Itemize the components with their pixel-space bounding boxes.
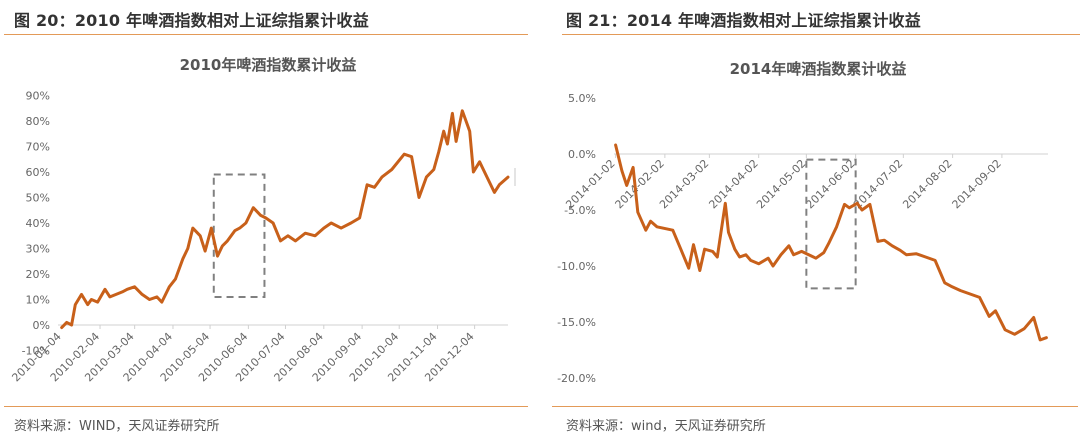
title-divider — [562, 34, 1080, 35]
source-note: 资料来源：wind，天风证券研究所 — [566, 419, 766, 434]
figure-title: 图 20：2010 年啤酒指数相对上证综指累计收益 — [14, 11, 369, 30]
x-tick-label: 2014-06-02 — [803, 157, 857, 211]
y-tick-label: 90% — [26, 90, 50, 103]
y-tick-label: 80% — [26, 115, 50, 128]
title-divider — [4, 34, 528, 35]
y-tick-label: 60% — [26, 166, 50, 179]
chart-title: 2014年啤酒指数累计收益 — [730, 60, 907, 78]
figure-title: 图 21：2014 年啤酒指数相对上证综指累计收益 — [566, 11, 921, 30]
line-chart-2010: 2010年啤酒指数累计收益 90% 80% 70% 60% 50% 40% 30% 20% 10%… — [9, 56, 516, 384]
x-tick-label: 2014-07-02 — [851, 157, 905, 211]
highlight-box — [212, 173, 266, 298]
line-chart-2014: 2014年啤酒指数累计收益 5.0% 0.0% -5.0% -10.0% -15.0% -2… — [557, 60, 1048, 385]
series-line — [60, 109, 510, 330]
y-tick-label: 10% — [26, 294, 50, 307]
y-tick-label: 20% — [26, 268, 50, 281]
source-divider — [552, 406, 1078, 407]
x-tick-label: 2014-04-02 — [706, 157, 760, 211]
figure-21: 图 21：2014 年啤酒指数相对上证综指累计收益 2014年啤酒指数累计收益 5… — [550, 0, 1080, 444]
highlight-box — [805, 158, 857, 290]
figure-20: 图 20：2010 年啤酒指数相对上证综指累计收益 2010年啤酒指数累计收益 9… — [0, 0, 530, 444]
y-tick-label: -15.0% — [557, 316, 596, 329]
y-tick-label: 30% — [26, 243, 50, 256]
source-note: 资料来源：WIND，天风证券研究所 — [14, 419, 220, 434]
x-tick-label: 2014-05-02 — [754, 157, 808, 211]
y-tick-label: 0% — [33, 319, 50, 332]
y-tick-label: 40% — [26, 217, 50, 230]
y-tick-label: 0.0% — [568, 148, 596, 161]
y-tick-label: -20.0% — [557, 372, 596, 385]
source-divider — [4, 406, 528, 407]
y-tick-label: -10% — [22, 345, 50, 358]
x-tick-label: 2014-09-02 — [950, 157, 1004, 211]
y-tick-label: -5.0% — [564, 204, 596, 217]
y-tick-label: 50% — [26, 192, 50, 205]
y-tick-label: 5.0% — [568, 92, 596, 105]
x-tick-label: 2014-08-02 — [900, 157, 954, 211]
y-tick-label: 70% — [26, 141, 50, 154]
series-line — [614, 143, 1048, 342]
y-tick-label: -10.0% — [557, 260, 596, 273]
chart-title: 2010年啤酒指数累计收益 — [180, 56, 357, 74]
